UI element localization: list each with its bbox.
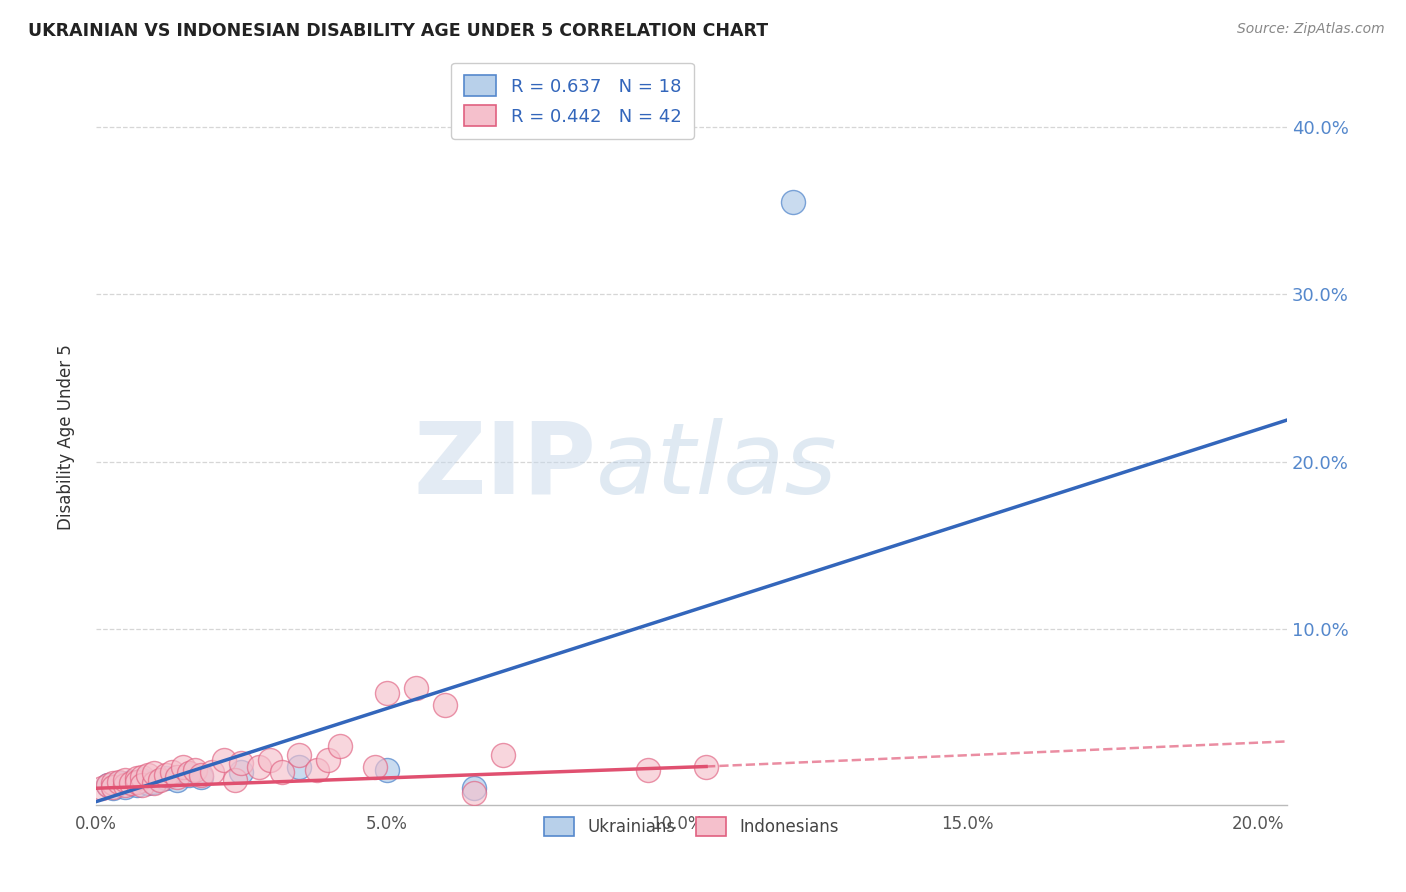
Point xyxy=(271,764,294,779)
Point xyxy=(103,781,125,796)
Point xyxy=(247,759,270,773)
Point xyxy=(114,772,136,787)
Point xyxy=(492,747,515,762)
Point xyxy=(143,774,166,789)
Point xyxy=(433,698,456,712)
Point xyxy=(97,778,120,792)
Point xyxy=(149,772,172,787)
Point xyxy=(463,781,485,796)
Point xyxy=(90,781,112,796)
Point xyxy=(166,770,188,784)
Point xyxy=(103,776,125,790)
Y-axis label: Disability Age Under 5: Disability Age Under 5 xyxy=(58,343,75,530)
Point xyxy=(190,768,212,782)
Text: atlas: atlas xyxy=(596,417,838,515)
Point xyxy=(108,776,131,790)
Point xyxy=(172,759,194,773)
Point xyxy=(114,778,136,792)
Point xyxy=(231,756,253,771)
Point xyxy=(231,764,253,779)
Point xyxy=(318,753,340,767)
Point xyxy=(131,770,153,784)
Point xyxy=(143,776,166,790)
Point xyxy=(114,780,136,794)
Point xyxy=(166,772,188,787)
Point xyxy=(136,776,159,790)
Point xyxy=(97,778,120,792)
Point xyxy=(177,766,200,780)
Point xyxy=(143,766,166,780)
Point xyxy=(695,759,717,773)
Point xyxy=(288,759,311,773)
Point xyxy=(405,681,427,695)
Point xyxy=(108,774,131,789)
Point xyxy=(136,768,159,782)
Point xyxy=(125,778,148,792)
Point xyxy=(155,768,177,782)
Point xyxy=(120,774,142,789)
Point xyxy=(782,195,804,210)
Legend: Ukrainians, Indonesians: Ukrainians, Indonesians xyxy=(536,809,846,845)
Point xyxy=(160,764,183,779)
Point xyxy=(190,770,212,784)
Point xyxy=(131,772,153,787)
Point xyxy=(125,771,148,785)
Point xyxy=(155,771,177,785)
Text: ZIP: ZIP xyxy=(413,417,596,515)
Text: Source: ZipAtlas.com: Source: ZipAtlas.com xyxy=(1237,22,1385,37)
Point xyxy=(212,753,235,767)
Point xyxy=(288,747,311,762)
Point xyxy=(177,768,200,782)
Point xyxy=(120,776,142,790)
Point xyxy=(305,763,328,777)
Point xyxy=(125,774,148,789)
Point xyxy=(375,686,398,700)
Point xyxy=(259,753,281,767)
Point xyxy=(224,772,246,787)
Point xyxy=(364,759,387,773)
Point xyxy=(201,764,224,779)
Text: UKRAINIAN VS INDONESIAN DISABILITY AGE UNDER 5 CORRELATION CHART: UKRAINIAN VS INDONESIAN DISABILITY AGE U… xyxy=(28,22,768,40)
Point xyxy=(329,739,352,754)
Point xyxy=(131,778,153,792)
Point xyxy=(463,786,485,800)
Point xyxy=(184,763,207,777)
Point xyxy=(637,763,659,777)
Point xyxy=(375,763,398,777)
Point xyxy=(103,780,125,794)
